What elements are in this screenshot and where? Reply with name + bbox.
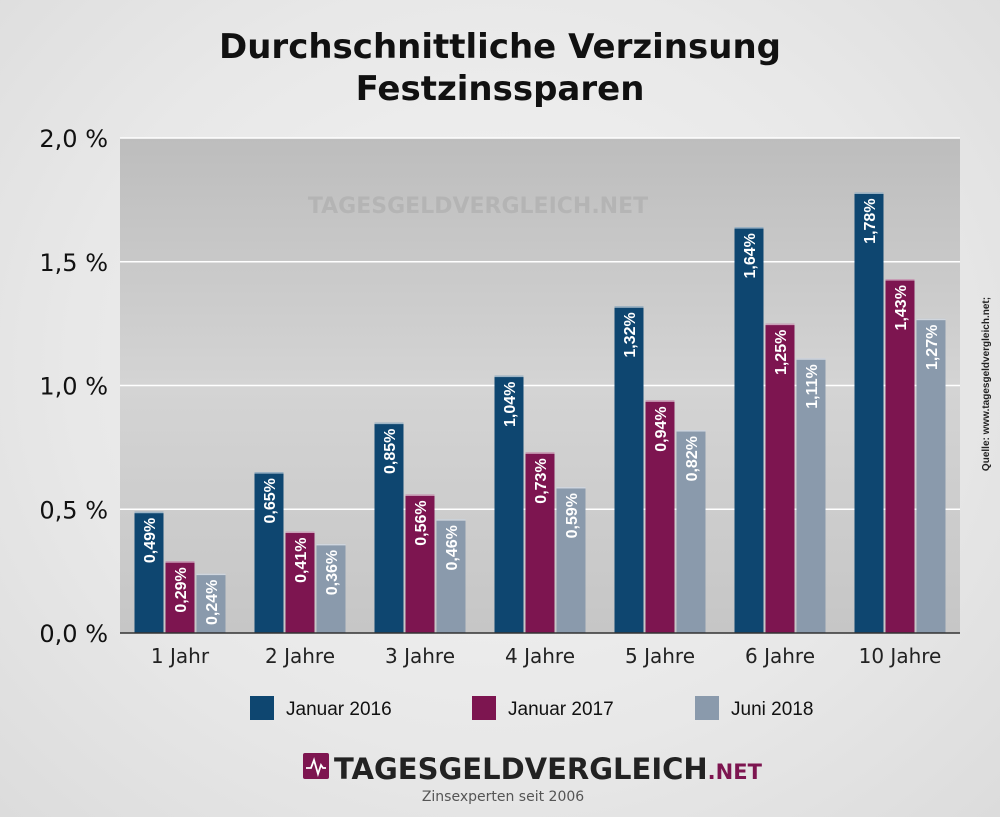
bar-highlight (734, 227, 764, 229)
bar (254, 472, 284, 633)
data-label: 0,29% (173, 567, 190, 612)
legend-swatch (250, 696, 274, 720)
legend-swatch (472, 696, 496, 720)
bar (165, 561, 195, 633)
chart-title-line-1: Durchschnittliche Verzinsung (219, 27, 781, 67)
data-label: 0,24% (204, 580, 221, 625)
data-label: 1,64% (742, 233, 759, 278)
bar-highlight (645, 400, 675, 402)
data-label: 0,59% (564, 493, 581, 538)
bar-highlight (885, 279, 915, 281)
bar (494, 375, 524, 633)
bar (285, 531, 315, 633)
bar-highlight (614, 306, 644, 308)
bar-highlight (854, 192, 884, 194)
bar (316, 543, 346, 633)
x-tick-label: 2 Jahre (265, 644, 335, 668)
bar-highlight (285, 531, 315, 534)
bar-highlight (525, 452, 555, 454)
data-label: 0,49% (142, 518, 159, 563)
legend-label: Januar 2016 (286, 699, 392, 720)
brand-tagline: Zinsexperten seit 2006 (422, 789, 584, 805)
data-label: 1,43% (893, 285, 910, 330)
bar (734, 227, 764, 633)
bar (436, 519, 466, 633)
data-label: 1,78% (862, 198, 879, 243)
data-label: 0,56% (413, 500, 430, 545)
data-label: 1,25% (773, 330, 790, 375)
bar (525, 452, 555, 633)
x-tick-label: 6 Jahre (745, 644, 815, 668)
data-label: 1,11% (804, 364, 821, 408)
data-label: 0,73% (533, 458, 550, 503)
y-tick-label: 1,5 % (39, 249, 108, 277)
data-label: 0,46% (444, 525, 461, 570)
y-tick-label: 0,5 % (39, 496, 108, 524)
data-label: 1,04% (502, 382, 519, 427)
bar-highlight (494, 375, 524, 378)
x-tick-label: 4 Jahre (505, 644, 575, 668)
legend-label: Juni 2018 (731, 699, 813, 720)
source-note: Quelle: www.tagesgeldvergleich.net; (981, 297, 992, 471)
bar (676, 430, 706, 633)
bar-highlight (316, 543, 346, 546)
data-label: 0,85% (382, 429, 399, 474)
plot-watermark: TAGESGELDVERGLEICH.NET (308, 194, 648, 219)
plot-watermark-text: TAGESGELDVERGLEICH.NET (308, 194, 648, 219)
data-label: 1,32% (622, 312, 639, 357)
bar (196, 573, 226, 633)
y-tick-label: 0,0 % (39, 620, 108, 648)
bar-highlight (556, 486, 586, 489)
data-label: 0,36% (324, 550, 341, 595)
bar (885, 279, 915, 633)
bar-highlight (436, 519, 466, 521)
bar-highlight (165, 561, 195, 563)
x-tick-label: 10 Jahre (859, 644, 942, 668)
legend: Januar 2016 Januar 2017 Juni 2018 (250, 696, 813, 720)
bar-highlight (254, 472, 284, 474)
bar-highlight (916, 318, 946, 321)
bar (614, 306, 644, 633)
brand-name-main: TAGESGELDVERGLEICH (334, 752, 708, 786)
bar (645, 400, 675, 633)
bar-highlight (134, 511, 164, 514)
data-label: 0,65% (262, 478, 279, 523)
bar-highlight (796, 358, 826, 360)
bar (556, 486, 586, 633)
bar (916, 318, 946, 633)
heartbeat-icon (306, 757, 326, 778)
y-tick-label: 1,0 % (39, 373, 108, 401)
data-label: 1,27% (924, 325, 941, 370)
y-tick-label: 2,0 % (39, 125, 108, 153)
bar (374, 422, 404, 633)
bar (765, 323, 795, 633)
data-label: 0,82% (684, 436, 701, 481)
bar-highlight (405, 494, 435, 496)
x-tick-label: 1 Jahr (151, 644, 210, 668)
brand-logo: TAGESGELDVERGLEICH.NET Zinsexperten seit… (303, 752, 763, 805)
bar (796, 358, 826, 633)
y-axis: 0,0 % 0,5 % 1,0 % 1,5 % 2,0 % (39, 125, 108, 648)
bar (405, 494, 435, 633)
x-tick-label: 3 Jahre (385, 644, 455, 668)
bars (134, 192, 946, 633)
bar (134, 511, 164, 633)
bar-highlight (196, 573, 226, 576)
x-tick-label: 5 Jahre (625, 644, 695, 668)
x-axis: 1 Jahr 2 Jahre 3 Jahre 4 Jahre 5 Jahre 6 Jahr… (151, 644, 941, 668)
bar (854, 192, 884, 633)
bar-highlight (765, 323, 795, 326)
bar-labels: 0,49% 0,29% 0,24% 0,65% 0,41% 0,36% 0,85% 0,56%… (142, 198, 941, 625)
legend-swatch (695, 696, 719, 720)
data-label: 0,94% (653, 406, 670, 451)
brand-name: TAGESGELDVERGLEICH.NET (334, 752, 763, 786)
legend-label: Januar 2017 (508, 699, 614, 720)
chart-title-line-2: Festzinssparen (356, 69, 645, 109)
bar-highlight (374, 422, 404, 425)
brand-name-suffix: .NET (708, 760, 763, 784)
bar-highlight (676, 430, 706, 432)
data-label: 0,41% (293, 538, 310, 583)
